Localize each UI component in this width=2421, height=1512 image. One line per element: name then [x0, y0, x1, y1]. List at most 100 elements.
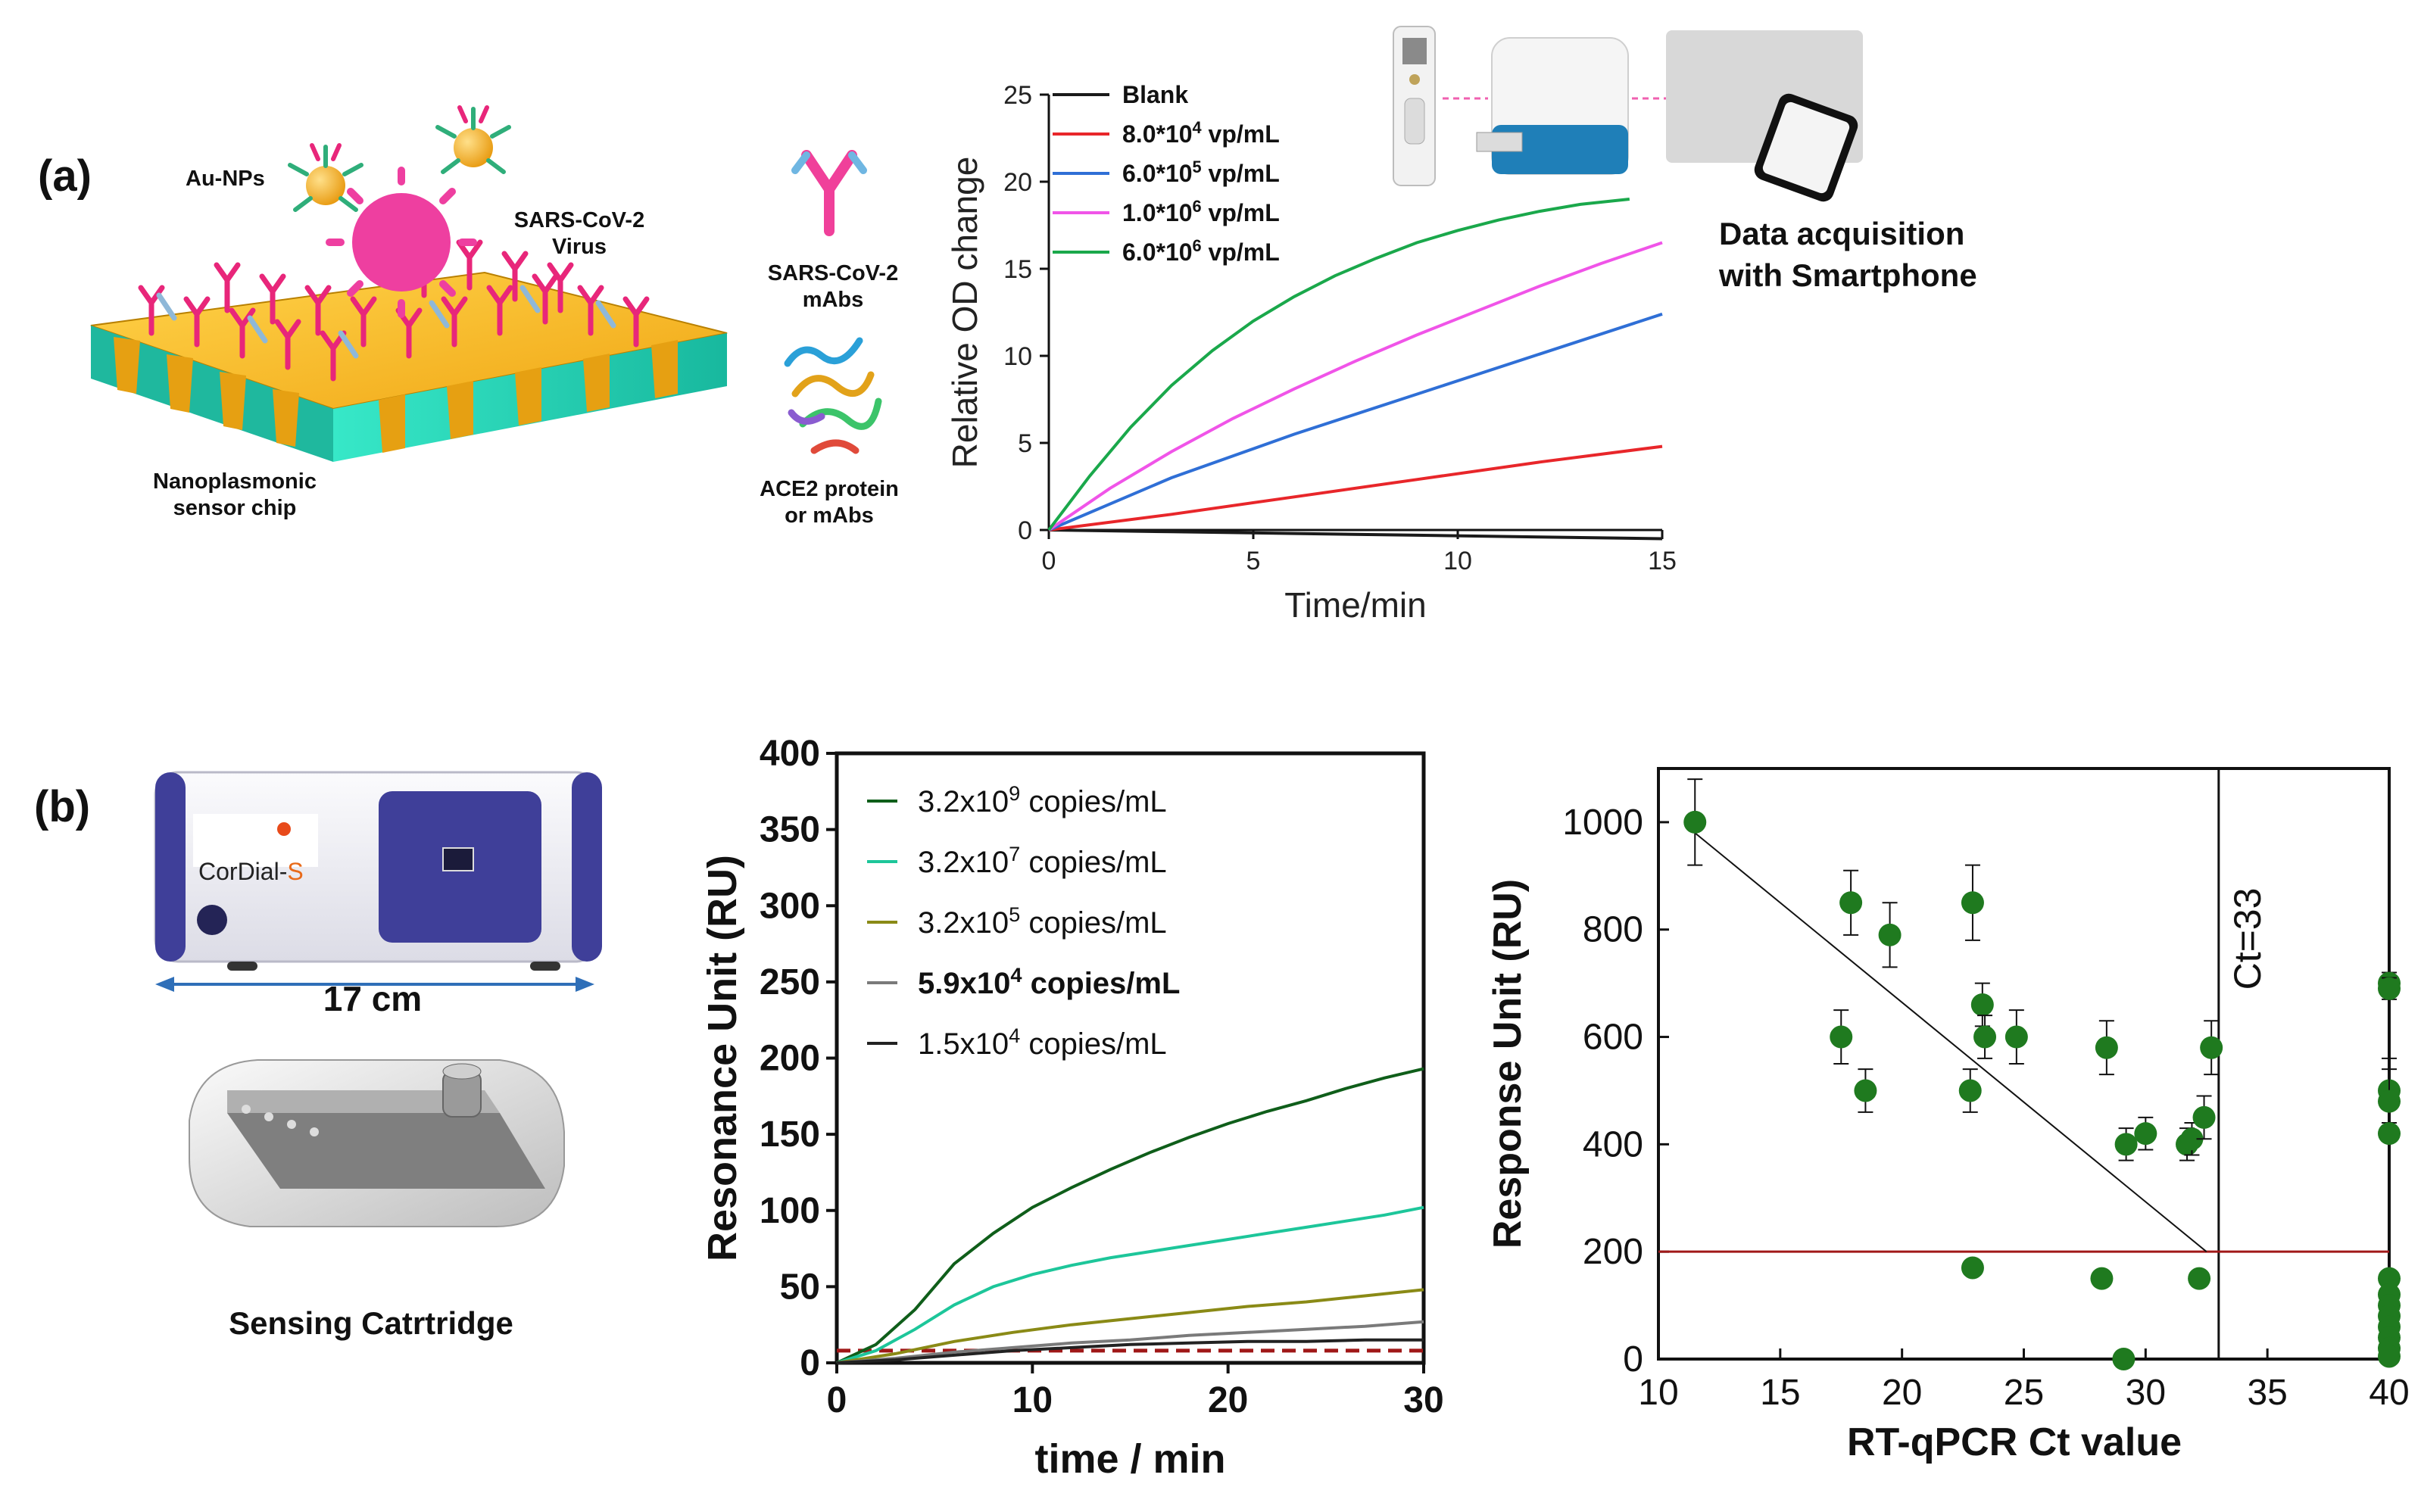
chart-b1: 0 50 100 150 200 250 300 350 400 0 10 20 30 time / mi…: [700, 734, 1444, 1482]
legend-label: Blank: [1122, 81, 1188, 108]
data-point: [1973, 1025, 1997, 1049]
legend-label-exponent: 4: [1009, 1024, 1020, 1047]
device-size-label: 17 cm: [323, 979, 422, 1018]
legend-label-base: 8.0*10: [1122, 120, 1193, 148]
series-line: [836, 1067, 1424, 1364]
data-point: [2180, 1127, 2204, 1151]
y-tick-label: 25: [1003, 81, 1032, 110]
x-tick-label: 10: [1638, 1373, 1678, 1413]
cordial-s-device: [154, 771, 602, 971]
ace2-label-line2: or mAbs: [785, 503, 874, 528]
legend-label: 3.2x109 copies/mL: [918, 781, 1167, 818]
legend-label-base: 3.2x10: [918, 846, 1009, 879]
chart-b2: 0 200 400 600 800 1000 10 15 20 25 30 35 40 RT-qPCR C…: [1486, 767, 2410, 1464]
cartridge-caption: Sensing Catrtridge: [229, 1305, 513, 1341]
device-brand-suffix: S: [287, 858, 303, 885]
data-point: [1878, 923, 1902, 946]
chip-label-line2: sensor chip: [173, 496, 297, 520]
series-line: [1048, 528, 1663, 541]
legend-label-unit: vp/mL: [1202, 120, 1280, 148]
virus-label-line2: Virus: [552, 235, 607, 259]
legend-label-unit: vp/mL: [1202, 199, 1280, 226]
virus-label-line1: SARS-CoV-2: [514, 208, 644, 232]
y-tick-label: 10: [1003, 342, 1032, 371]
x-tick-label: 20: [1208, 1380, 1248, 1420]
x-tick-label: 15: [1648, 547, 1677, 575]
data-point: [2192, 1105, 2216, 1129]
legend-label-base: 6.0*10: [1122, 160, 1193, 187]
data-point: [1961, 891, 1984, 915]
panel-b-label: (b): [34, 782, 90, 831]
device-brand-prefix: CorDial-: [198, 858, 287, 885]
y-axis-label: Resonance Unit (RU): [700, 855, 745, 1261]
legend-label-base: 6.0*10: [1122, 238, 1193, 266]
y-tick-label: 5: [1018, 429, 1032, 458]
data-point: [2090, 1267, 2114, 1290]
series-line: [1048, 312, 1663, 532]
legend-label-exponent: 4: [1010, 963, 1022, 987]
legend-label-unit: copies/mL: [1020, 1027, 1166, 1061]
series-line: [1047, 241, 1663, 532]
legend-label-exponent: 6: [1193, 197, 1202, 216]
legend-label-base: 5.9x10: [918, 967, 1010, 1000]
data-point: [1854, 1079, 1877, 1102]
ct-cutoff-label: Ct=33: [2226, 888, 2269, 990]
trend-line: [1694, 832, 2207, 1252]
x-axis-label: time / min: [1034, 1436, 1225, 1482]
y-tick-label: 100: [760, 1191, 820, 1231]
x-tick-label: 25: [2004, 1373, 2044, 1413]
x-axis-label: Time/min: [1284, 585, 1426, 625]
smartphone-icon: [1666, 30, 1863, 202]
legend-label: 5.9x104 copies/mL: [918, 963, 1180, 1000]
mabs-label-line1: SARS-CoV-2: [768, 261, 898, 285]
legend-label-exponent: 4: [1193, 118, 1202, 137]
data-point: [1839, 891, 1863, 915]
x-axis-label: RT-qPCR Ct value: [1847, 1420, 2182, 1464]
device-brand-label: CorDial-S: [198, 858, 304, 885]
legend-label: 8.0*104 vp/mL: [1122, 118, 1280, 148]
y-tick-label: 350: [760, 810, 820, 850]
x-tick-label: 20: [1882, 1373, 1922, 1413]
data-point: [2378, 977, 2401, 1000]
sensing-cartridge-icon: [189, 1059, 565, 1227]
legend-label-base: 1.5x10: [918, 1027, 1009, 1061]
data-point: [2114, 1133, 2138, 1156]
data-point: [2200, 1036, 2223, 1059]
y-tick-label: 20: [1003, 168, 1032, 197]
y-tick-label: 150: [760, 1115, 820, 1155]
data-point: [2188, 1267, 2211, 1290]
mabs-label-line2: mAbs: [803, 288, 864, 312]
legend-label-base: 1.0*10: [1122, 199, 1193, 226]
x-tick-label: 35: [2247, 1373, 2287, 1413]
legend-label: 1.0*106 vp/mL: [1122, 197, 1280, 226]
y-tick-label: 300: [760, 886, 820, 926]
y-tick-label: 600: [1583, 1018, 1643, 1058]
data-point: [2378, 1345, 2401, 1368]
data-point: [2378, 1267, 2401, 1290]
legend-label-unit: vp/mL: [1202, 160, 1280, 187]
x-tick-label: 10: [1012, 1380, 1053, 1420]
laser-icon: [277, 822, 291, 836]
legend-label-base: Blank: [1122, 81, 1188, 108]
data-point: [2095, 1036, 2118, 1059]
legend-label-unit: copies/mL: [1020, 785, 1166, 818]
series-line: [836, 1205, 1424, 1364]
y-axis-label: Relative OD change: [945, 157, 984, 469]
y-tick-label: 400: [760, 734, 820, 774]
series-line: [836, 1320, 1424, 1364]
x-tick-label: 10: [1443, 547, 1472, 575]
legend-label: 6.0*106 vp/mL: [1122, 236, 1280, 266]
chip-label-line1: Nanoplasmonic: [153, 469, 317, 494]
x-tick-label: 40: [2369, 1373, 2409, 1413]
sars-cov-2-virus-icon: [326, 167, 477, 318]
y-tick-label: 15: [1003, 255, 1032, 284]
smartphone-label-line2: with Smartphone: [1718, 257, 1977, 293]
size-arrow-left-head: [155, 977, 174, 992]
au-nanoparticle-icon: [288, 105, 511, 212]
legend-label-exponent: 9: [1009, 781, 1020, 805]
x-tick-label: 0: [1042, 547, 1056, 575]
data-point: [2005, 1025, 2028, 1049]
data-point: [2112, 1348, 2136, 1370]
sensor-chip-illustration: Au-NPs SARS-CoV-2 Virus Nanoplasmonic se…: [90, 105, 728, 520]
